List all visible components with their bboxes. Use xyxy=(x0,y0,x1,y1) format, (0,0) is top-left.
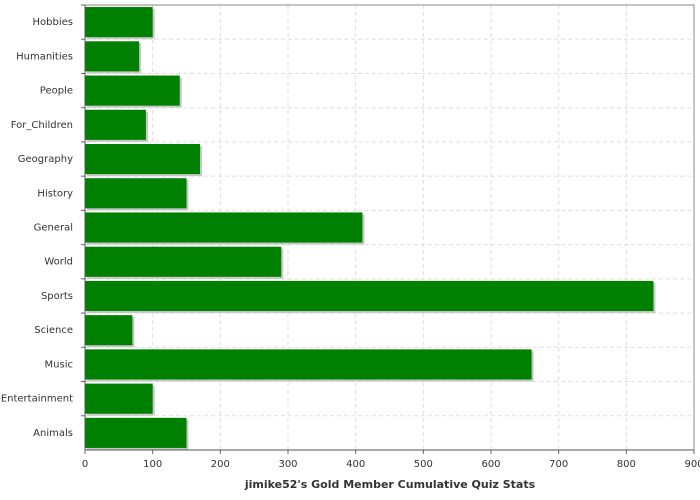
x-tick-label: 0 xyxy=(82,459,88,470)
bar xyxy=(85,349,532,380)
bar xyxy=(85,109,146,140)
y-tick-label: Hobbies xyxy=(33,17,73,28)
y-tick-label: People xyxy=(40,86,73,97)
y-tick-label: History xyxy=(37,188,73,199)
x-tick-label: 600 xyxy=(481,459,500,470)
bar xyxy=(85,178,187,209)
x-tick-label: 400 xyxy=(346,459,365,470)
x-tick-label: 500 xyxy=(414,459,433,470)
y-tick-label: Science xyxy=(34,325,73,336)
bar xyxy=(85,280,654,312)
y-tick-label: General xyxy=(34,223,73,234)
x-axis-label: jimike52's Gold Member Cumulative Quiz S… xyxy=(244,478,536,491)
y-tick-label: Geography xyxy=(18,154,73,165)
x-tick-label: 200 xyxy=(211,459,230,470)
x-tick-label: 800 xyxy=(617,459,636,470)
bar xyxy=(85,7,153,38)
bar xyxy=(85,315,133,346)
y-tick-label: World xyxy=(44,257,73,268)
bar xyxy=(85,246,282,277)
bar xyxy=(85,383,153,414)
x-tick-label: 300 xyxy=(278,459,297,470)
bar xyxy=(85,212,363,243)
bar xyxy=(85,143,201,175)
x-tick-label: 700 xyxy=(549,459,568,470)
x-tick-label: 900 xyxy=(684,459,700,470)
bar xyxy=(85,41,140,72)
bar xyxy=(85,75,180,106)
y-tick-label: Humanities xyxy=(16,51,73,62)
y-tick-label: For_Children xyxy=(11,120,73,131)
y-tick-label: Sports xyxy=(41,291,73,302)
y-tick-label: Music xyxy=(45,359,73,370)
y-tick-label: Entertainment xyxy=(1,394,73,405)
bar xyxy=(85,417,187,448)
y-tick-label: Animals xyxy=(33,428,73,439)
x-tick-label: 100 xyxy=(143,459,162,470)
